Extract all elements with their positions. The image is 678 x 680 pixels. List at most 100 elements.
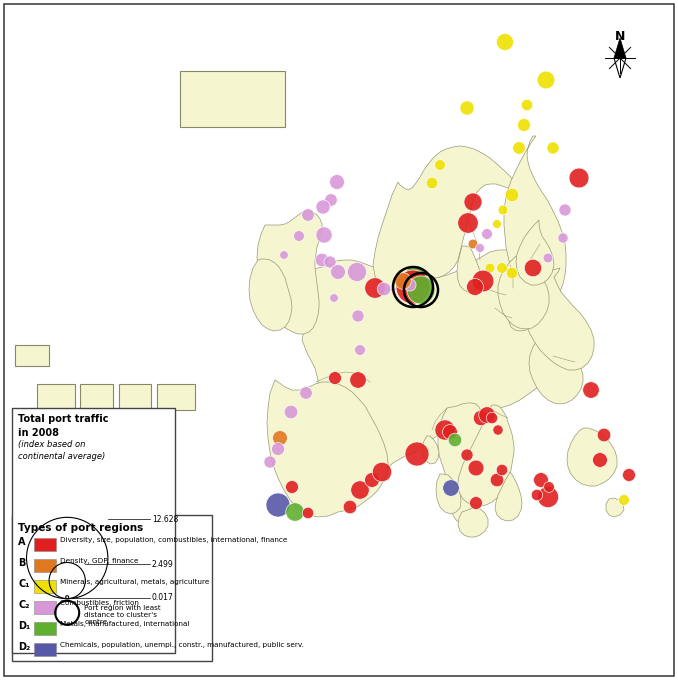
Circle shape bbox=[492, 220, 502, 228]
Circle shape bbox=[569, 168, 589, 188]
Text: C₂: C₂ bbox=[18, 600, 30, 610]
Bar bbox=[12, 515, 212, 661]
Circle shape bbox=[365, 277, 385, 299]
Circle shape bbox=[468, 460, 484, 476]
Circle shape bbox=[537, 71, 555, 89]
Text: continental average): continental average) bbox=[18, 452, 106, 461]
Circle shape bbox=[521, 99, 533, 111]
Text: D₁: D₁ bbox=[18, 621, 31, 631]
Bar bbox=[34, 622, 56, 635]
Circle shape bbox=[517, 118, 530, 131]
Circle shape bbox=[426, 177, 438, 189]
Bar bbox=[34, 538, 56, 551]
Polygon shape bbox=[529, 320, 583, 404]
Circle shape bbox=[543, 253, 553, 263]
Circle shape bbox=[458, 213, 478, 233]
Text: D₂: D₂ bbox=[18, 642, 31, 652]
Circle shape bbox=[443, 480, 459, 496]
Polygon shape bbox=[498, 245, 549, 329]
Circle shape bbox=[524, 259, 542, 277]
Circle shape bbox=[316, 227, 332, 243]
Text: in 2008: in 2008 bbox=[18, 428, 59, 438]
Circle shape bbox=[558, 233, 568, 243]
Circle shape bbox=[538, 486, 559, 507]
Circle shape bbox=[466, 279, 483, 296]
Circle shape bbox=[435, 420, 455, 440]
Text: Minerals, agricultural, metals, agriculture: Minerals, agricultural, metals, agricult… bbox=[60, 579, 210, 585]
Circle shape bbox=[534, 473, 549, 488]
Circle shape bbox=[266, 493, 290, 517]
Circle shape bbox=[618, 494, 629, 505]
Polygon shape bbox=[457, 246, 480, 292]
Polygon shape bbox=[436, 474, 461, 514]
Circle shape bbox=[324, 256, 336, 268]
Text: N: N bbox=[615, 30, 625, 43]
Circle shape bbox=[325, 194, 337, 206]
Circle shape bbox=[506, 267, 518, 279]
Text: B: B bbox=[18, 558, 26, 568]
Circle shape bbox=[271, 443, 285, 456]
Bar bbox=[80, 384, 113, 410]
Circle shape bbox=[622, 469, 635, 481]
Text: Combustibles, friction: Combustibles, friction bbox=[60, 600, 139, 606]
Circle shape bbox=[472, 270, 494, 292]
Polygon shape bbox=[516, 220, 554, 285]
Bar bbox=[34, 580, 56, 593]
Circle shape bbox=[351, 481, 370, 499]
Circle shape bbox=[377, 282, 391, 296]
Text: Diversity, size, population, combustibles, international, finance: Diversity, size, population, combustible… bbox=[60, 537, 287, 543]
Text: 12.628: 12.628 bbox=[152, 515, 178, 524]
Bar bbox=[119, 384, 151, 410]
Circle shape bbox=[355, 345, 365, 356]
Circle shape bbox=[435, 160, 445, 171]
Text: Types of port regions: Types of port regions bbox=[18, 523, 144, 532]
Circle shape bbox=[597, 428, 611, 442]
Circle shape bbox=[302, 507, 314, 519]
Circle shape bbox=[302, 209, 315, 221]
Circle shape bbox=[396, 270, 430, 304]
Text: 2.499: 2.499 bbox=[152, 560, 174, 569]
Circle shape bbox=[300, 387, 313, 399]
Text: C₁: C₁ bbox=[18, 579, 30, 589]
Circle shape bbox=[315, 253, 329, 267]
Text: Port region with least
distance to cluster's
centre: Port region with least distance to clust… bbox=[84, 605, 161, 625]
Circle shape bbox=[405, 442, 429, 466]
Polygon shape bbox=[567, 428, 617, 486]
Circle shape bbox=[343, 500, 357, 514]
Circle shape bbox=[407, 276, 435, 304]
Circle shape bbox=[443, 424, 458, 439]
Text: Metals, manufactured, international: Metals, manufactured, international bbox=[60, 621, 190, 627]
Circle shape bbox=[280, 251, 288, 259]
Circle shape bbox=[273, 430, 287, 445]
Circle shape bbox=[316, 200, 330, 214]
Circle shape bbox=[485, 263, 495, 273]
Circle shape bbox=[294, 231, 304, 241]
Polygon shape bbox=[614, 38, 626, 58]
Text: Density, GDP, finance: Density, GDP, finance bbox=[60, 558, 139, 564]
Text: (index based on: (index based on bbox=[18, 440, 85, 449]
Polygon shape bbox=[249, 259, 292, 331]
Polygon shape bbox=[495, 472, 522, 521]
Circle shape bbox=[365, 473, 380, 488]
Text: A: A bbox=[18, 537, 26, 547]
Circle shape bbox=[350, 372, 366, 388]
Circle shape bbox=[498, 205, 508, 215]
Circle shape bbox=[470, 496, 483, 509]
Polygon shape bbox=[257, 211, 322, 334]
Circle shape bbox=[496, 33, 513, 50]
Bar bbox=[12, 408, 175, 653]
Circle shape bbox=[285, 481, 298, 494]
Bar bbox=[34, 643, 56, 656]
Text: Chemicals, population, unempl., constr., manufactured, public serv.: Chemicals, population, unempl., constr.,… bbox=[60, 642, 304, 648]
Circle shape bbox=[284, 405, 298, 419]
Polygon shape bbox=[504, 136, 566, 308]
Polygon shape bbox=[606, 498, 624, 517]
Circle shape bbox=[448, 433, 462, 447]
Polygon shape bbox=[267, 380, 388, 517]
Circle shape bbox=[460, 101, 474, 115]
Circle shape bbox=[496, 262, 507, 273]
Circle shape bbox=[329, 371, 342, 384]
Circle shape bbox=[544, 481, 555, 492]
Polygon shape bbox=[373, 146, 546, 331]
Circle shape bbox=[464, 193, 482, 211]
